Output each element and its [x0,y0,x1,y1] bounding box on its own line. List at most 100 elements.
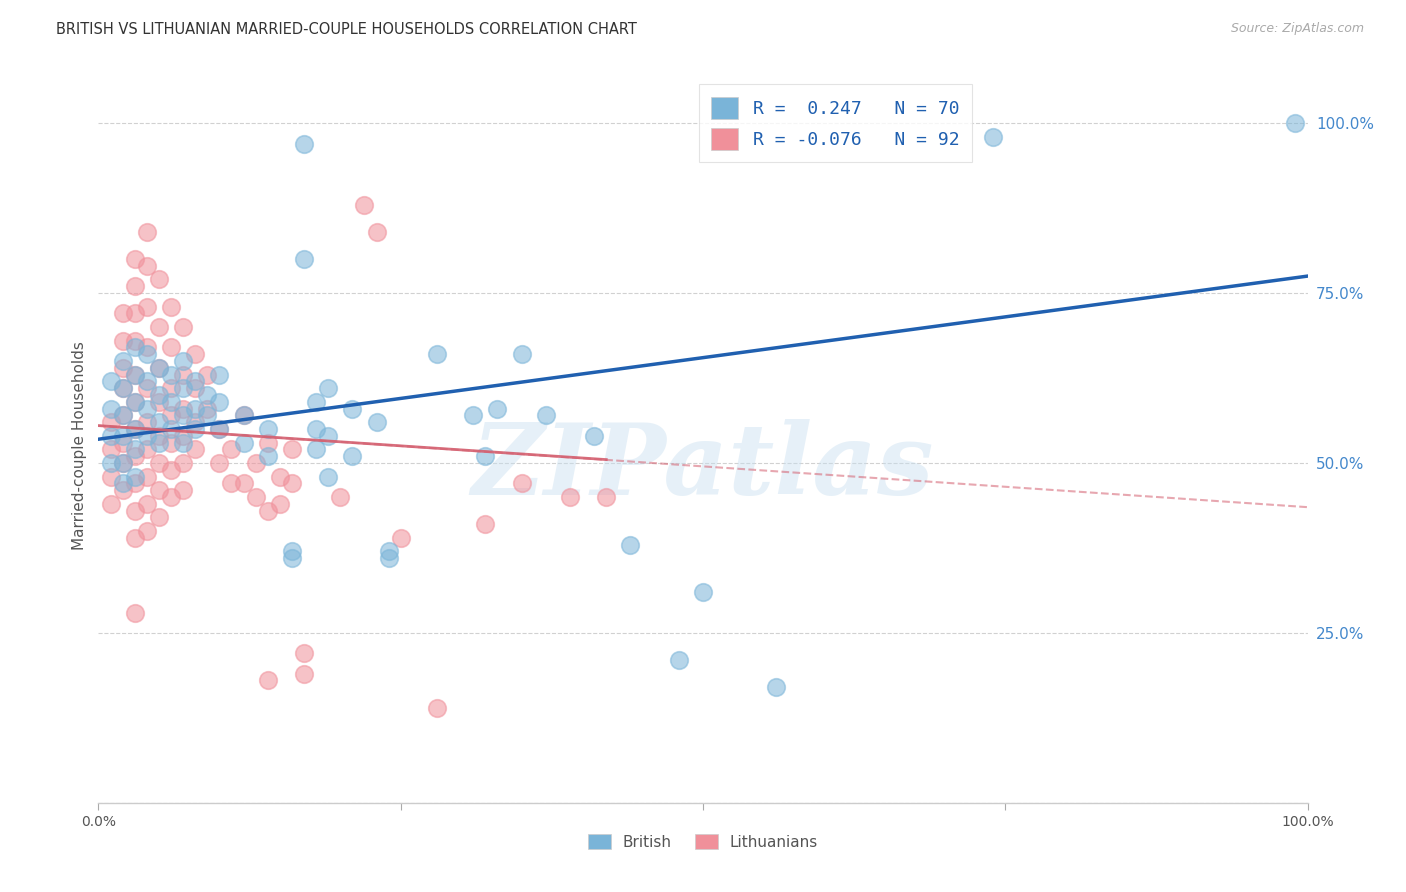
Point [221,442,243,457]
Point [172,354,194,368]
Point [172,381,194,395]
Point [534,409,557,423]
Point [256,449,278,463]
Point [486,401,509,416]
Point [765,680,787,694]
Point [135,225,157,239]
Point [135,381,157,395]
Point [292,252,315,266]
Text: ZIPatlas: ZIPatlas [472,419,934,516]
Point [135,442,157,457]
Point [510,476,533,491]
Point [316,469,339,483]
Point [111,381,134,395]
Point [172,320,194,334]
Point [111,360,134,375]
Point [111,456,134,470]
Point [124,531,146,545]
Point [195,401,218,416]
Point [292,136,315,151]
Point [474,517,496,532]
Point [342,401,364,416]
Point [692,585,714,599]
Point [208,394,231,409]
Point [148,360,170,375]
Point [160,463,183,477]
Point [195,409,218,423]
Point [377,551,399,566]
Point [111,381,134,395]
Point [124,368,146,382]
Point [124,469,146,483]
Point [160,490,183,504]
Point [595,490,617,504]
Point [292,666,315,681]
Point [124,422,146,436]
Point [281,442,304,457]
Point [124,449,146,463]
Point [172,401,194,416]
Point [135,401,157,416]
Point [1284,116,1306,130]
Point [135,497,157,511]
Point [208,368,231,382]
Point [135,300,157,314]
Point [148,456,170,470]
Point [124,341,146,355]
Point [463,409,485,423]
Point [256,673,278,688]
Point [172,368,194,382]
Point [195,368,218,382]
Point [100,401,122,416]
Point [111,354,134,368]
Point [245,456,267,470]
Point [135,375,157,389]
Point [148,429,170,443]
Point [160,341,183,355]
Point [135,341,157,355]
Point [583,429,606,443]
Point [172,435,194,450]
Point [148,388,170,402]
Point [377,544,399,558]
Point [269,497,291,511]
Point [148,415,170,429]
Point [148,360,170,375]
Point [184,401,207,416]
Point [366,415,388,429]
Point [426,700,449,714]
Point [148,510,170,524]
Point [124,334,146,348]
Point [124,368,146,382]
Point [124,279,146,293]
Point [135,429,157,443]
Text: BRITISH VS LITHUANIAN MARRIED-COUPLE HOUSEHOLDS CORRELATION CHART: BRITISH VS LITHUANIAN MARRIED-COUPLE HOU… [56,22,637,37]
Point [184,442,207,457]
Point [256,503,278,517]
Point [111,456,134,470]
Point [124,606,146,620]
Point [148,483,170,498]
Point [305,442,328,457]
Point [208,456,231,470]
Point [208,422,231,436]
Point [100,469,122,483]
Point [160,435,183,450]
Point [353,198,375,212]
Point [221,476,243,491]
Point [111,409,134,423]
Point [474,449,496,463]
Point [111,483,134,498]
Point [124,442,146,457]
Point [100,429,122,443]
Point [148,320,170,334]
Y-axis label: Married-couple Households: Married-couple Households [72,342,87,550]
Point [316,381,339,395]
Point [619,537,641,551]
Point [256,435,278,450]
Point [256,422,278,436]
Point [124,422,146,436]
Point [184,422,207,436]
Point [124,306,146,320]
Point [124,503,146,517]
